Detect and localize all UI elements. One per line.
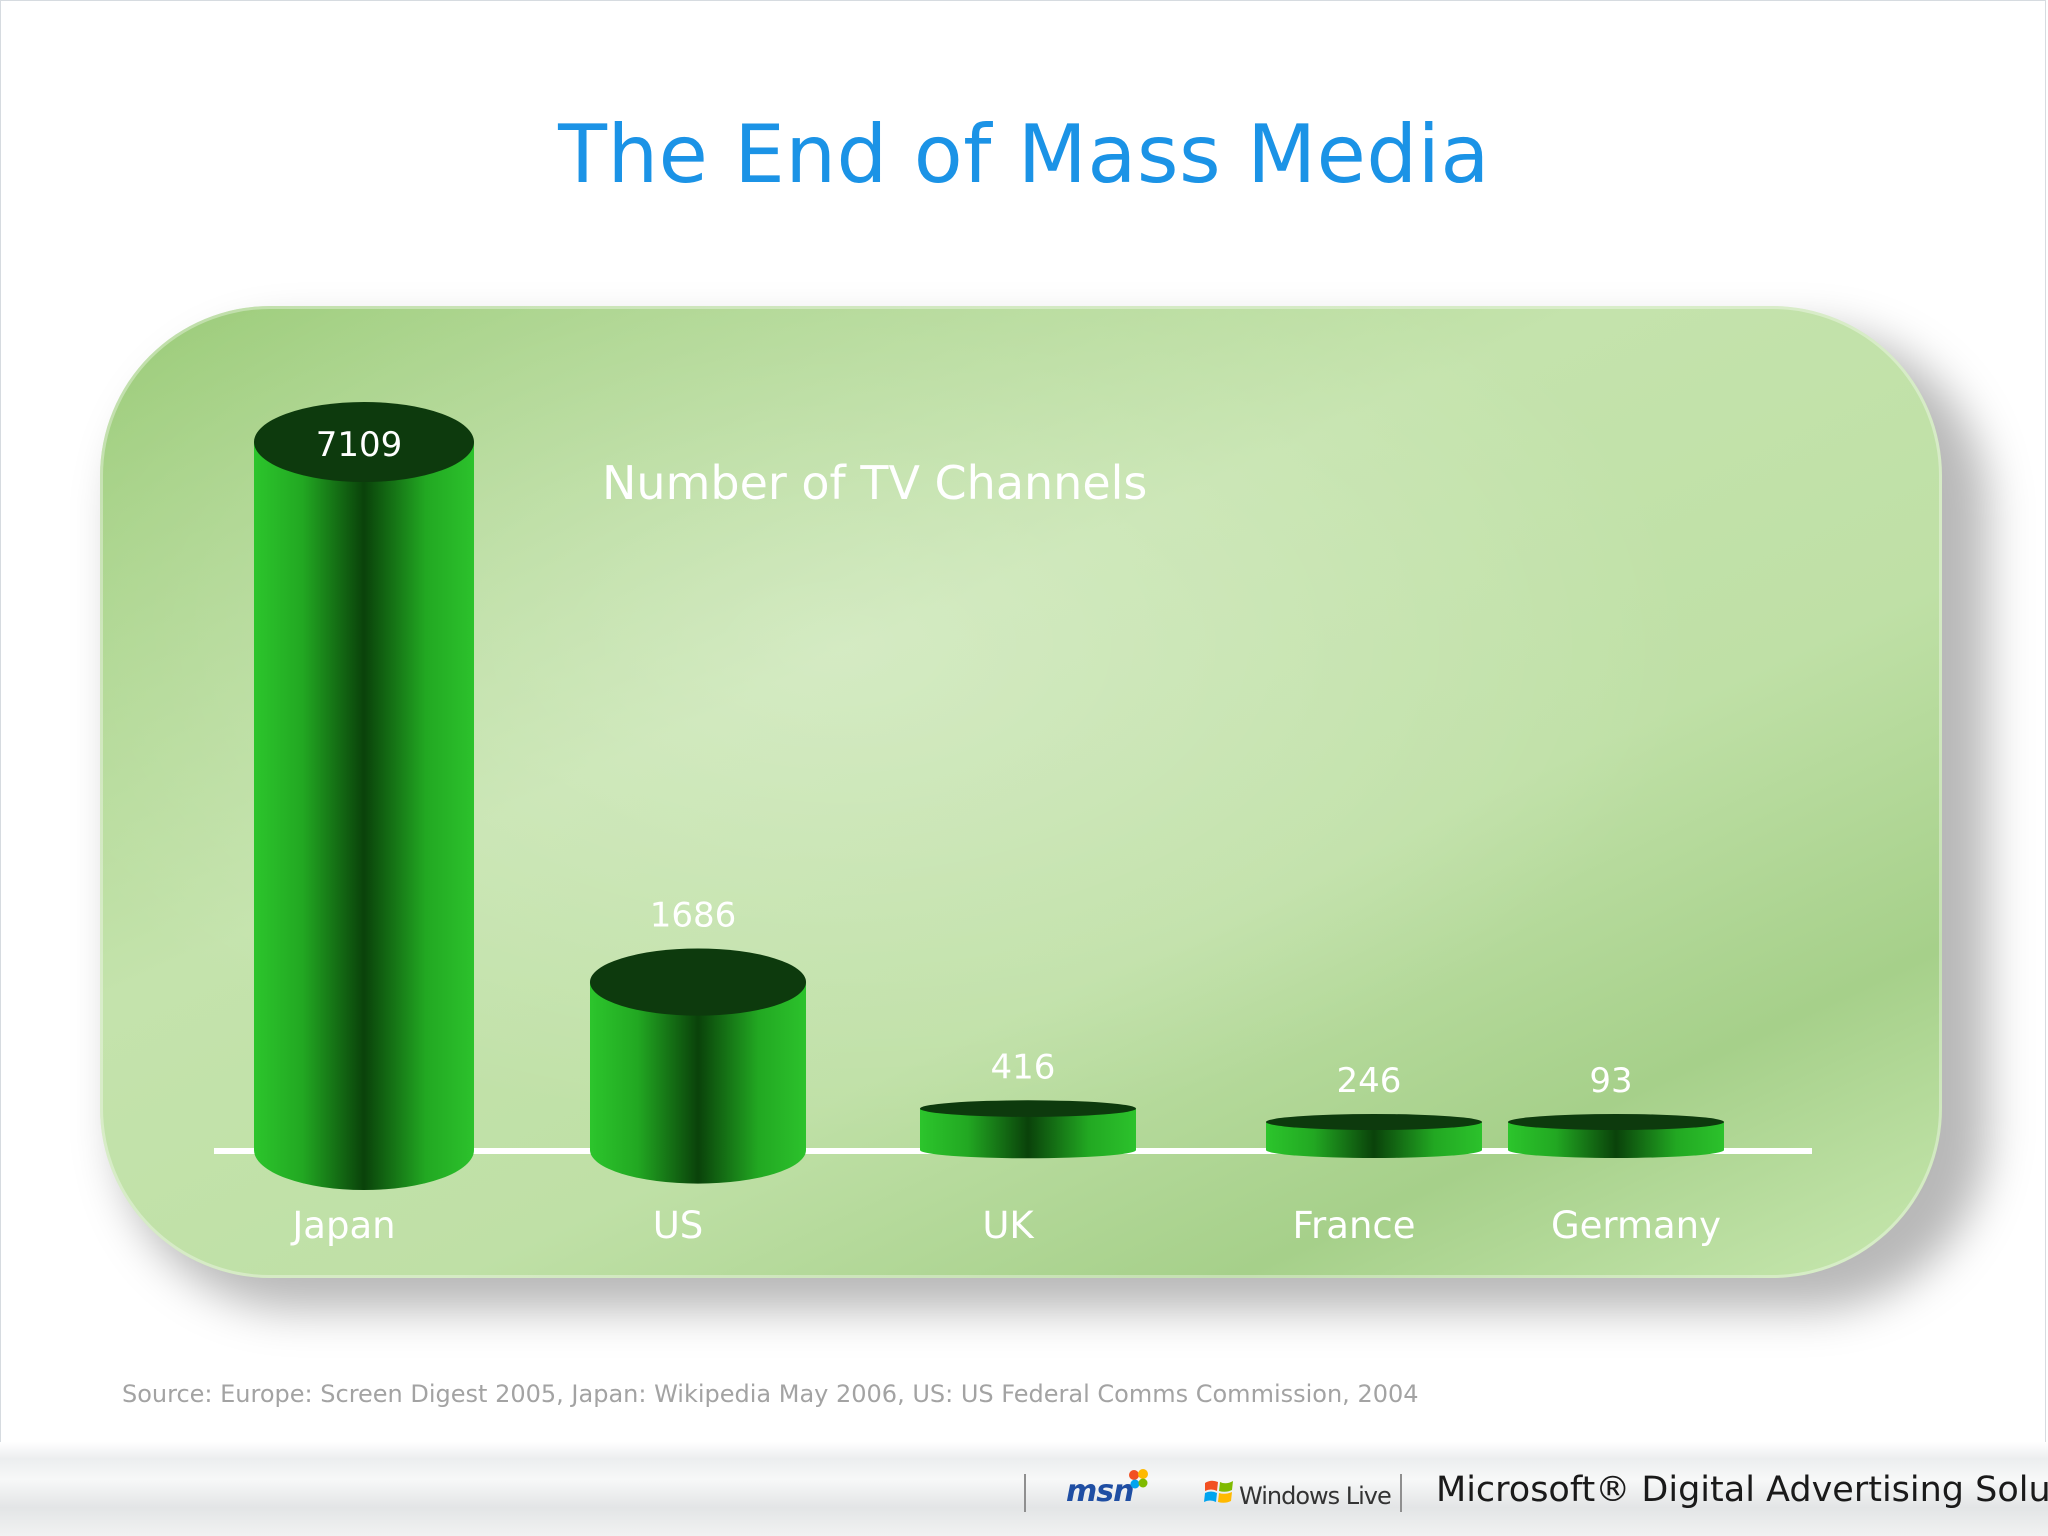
footer-separator	[1024, 1474, 1026, 1512]
bar-body-japan	[254, 442, 474, 1190]
bar-france	[1266, 1114, 1482, 1158]
data-label-us: 1686	[650, 896, 737, 936]
source-note: Source: Europe: Screen Digest 2005, Japa…	[122, 1380, 1419, 1408]
bar-body-france	[1266, 1122, 1482, 1158]
bar-top-japan	[254, 402, 474, 482]
data-label-japan: 7109	[316, 425, 403, 465]
bar-japan	[254, 402, 474, 1190]
bar-body-us	[590, 982, 806, 1184]
data-label-germany: 93	[1589, 1061, 1632, 1101]
bars-layer	[254, 402, 1724, 1190]
data-label-france: 246	[1337, 1061, 1402, 1101]
bar-top-germany	[1508, 1114, 1724, 1130]
bar-top-uk	[920, 1100, 1136, 1117]
category-label-us: US	[653, 1204, 704, 1247]
microsoft-brand: Microsoft® Digital Advertising Solutions	[1436, 1470, 2048, 1510]
category-label-uk: UK	[982, 1204, 1035, 1247]
bar-germany	[1508, 1114, 1724, 1158]
labels-layer: 7109 Japan 1686 US 416 UK 246 France 93 Germany	[290, 425, 1721, 1247]
category-label-france: France	[1292, 1204, 1415, 1247]
msn-butterfly-icon	[1129, 1469, 1148, 1489]
windows-live-logo: Windows Live	[1239, 1482, 1392, 1510]
msn-logo: msn	[1066, 1474, 1134, 1509]
data-label-uk: 416	[991, 1047, 1056, 1087]
bar-top-us	[590, 948, 806, 1016]
bar-us	[590, 948, 806, 1184]
bar-body-germany	[1508, 1122, 1724, 1158]
windows-flag-icon	[1204, 1480, 1233, 1503]
category-label-japan: Japan	[290, 1204, 395, 1247]
bar-top-france	[1266, 1114, 1482, 1130]
footer-separator	[1400, 1474, 1402, 1512]
category-label-germany: Germany	[1551, 1204, 1721, 1247]
slide-title: The End of Mass Media	[558, 108, 1490, 201]
chart-title: Number of TV Channels	[602, 456, 1148, 510]
bar-body-uk	[920, 1108, 1136, 1159]
bar-uk	[920, 1100, 1136, 1159]
